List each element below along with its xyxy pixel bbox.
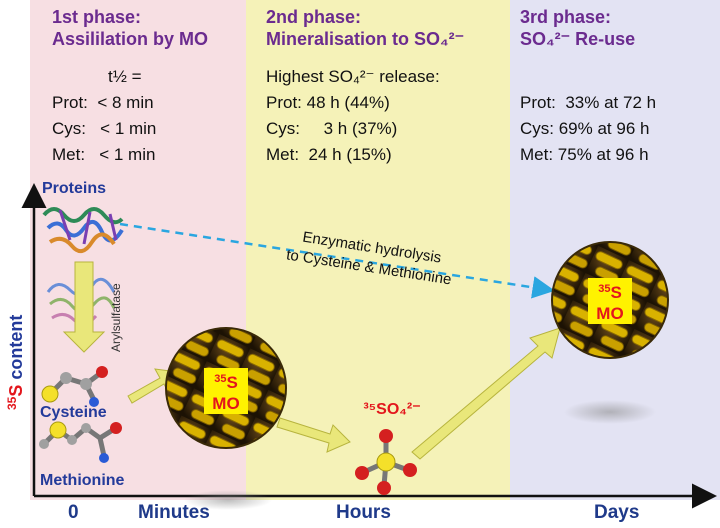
- sulfate-label: ³⁵SO₄²⁻: [363, 401, 420, 418]
- phase2-line: Highest SO₄²⁻ release:: [266, 67, 440, 86]
- phase1-line: t½ =: [108, 67, 142, 86]
- x-tick-zero: 0: [68, 502, 79, 523]
- phase1-line: Cys: < 1 min: [52, 119, 157, 138]
- phase1-title-line1: 1st phase:: [52, 7, 142, 27]
- proteins-label: Proteins: [42, 180, 107, 197]
- phase2-title-line2: Mineralisation to SO₄²⁻: [266, 29, 465, 49]
- phase3-line: Met: 75% at 96 h: [520, 145, 649, 164]
- phase1-title: 1st phase: Assililation by MO: [52, 6, 208, 50]
- phase1-line: Prot: < 8 min: [52, 93, 154, 112]
- cysteine-label: Cysteine: [40, 404, 107, 421]
- hydrolysis-label: Enzymatic hydrolysis to Cysteine & Methi…: [285, 229, 452, 289]
- svg-text:MO: MO: [596, 304, 623, 323]
- sulfate-molecule-icon: [355, 429, 417, 495]
- mo-label-1: 35S MO: [204, 368, 248, 414]
- phase3-line: Cys: 69% at 96 h: [520, 119, 650, 138]
- phase1-title-line2: Assililation by MO: [52, 29, 209, 49]
- phase2-title-line1: 2nd phase:: [266, 7, 362, 27]
- svg-text:MO: MO: [212, 394, 239, 413]
- microorganism-sphere-icon: [551, 241, 669, 424]
- phase2-line: Met: 24 h (15%): [266, 145, 392, 164]
- phase2-line: Cys: 3 h (37%): [266, 119, 398, 138]
- phase3-title-line2: SO₄²⁻ Re-use: [520, 29, 636, 49]
- hydrolysis-arrow: [119, 222, 555, 299]
- reuse-arrow: [411, 327, 561, 460]
- phase3-title: 3rd phase: SO₄²⁻ Re-use: [520, 6, 635, 50]
- x-tick-hours: Hours: [336, 502, 391, 523]
- phase2-title: 2nd phase: Mineralisation to SO₄²⁻: [266, 6, 464, 50]
- phase3-title-line1: 3rd phase:: [520, 7, 612, 27]
- arylsulfatase-label: Arylsulfatase: [109, 283, 123, 352]
- arylsulfatase-arrow: [62, 261, 106, 353]
- mineralisation-arrow: [276, 417, 351, 453]
- phase1-line: Met: < 1 min: [52, 145, 156, 164]
- phase3-line: Prot: 33% at 72 h: [520, 93, 657, 112]
- svg-text:35S: 35S: [214, 373, 238, 392]
- cysteine-molecule-icon: [41, 366, 108, 407]
- y-axis-label: 35S content: [5, 315, 26, 410]
- x-tick-minutes: Minutes: [138, 502, 210, 523]
- mo-label-2: 35S MO: [588, 278, 632, 324]
- x-tick-days: Days: [594, 502, 640, 523]
- svg-text:35S: 35S: [598, 283, 622, 302]
- methionine-molecule-icon: [39, 421, 122, 463]
- methionine-label: Methionine: [40, 472, 125, 489]
- phase2-line: Prot: 48 h (44%): [266, 93, 390, 112]
- microorganism-sphere-icon: [165, 327, 287, 510]
